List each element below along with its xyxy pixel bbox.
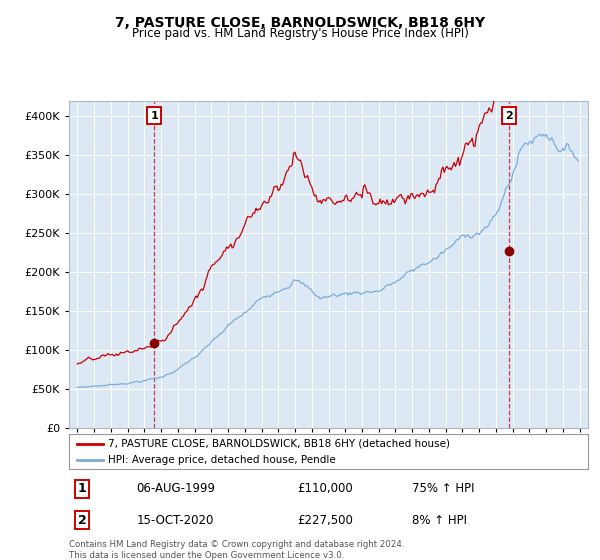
Text: 75% ↑ HPI: 75% ↑ HPI [412, 482, 474, 496]
Text: 2: 2 [77, 514, 86, 527]
Text: 7, PASTURE CLOSE, BARNOLDSWICK, BB18 6HY: 7, PASTURE CLOSE, BARNOLDSWICK, BB18 6HY [115, 16, 485, 30]
Text: £110,000: £110,000 [298, 482, 353, 496]
Text: 8% ↑ HPI: 8% ↑ HPI [412, 514, 467, 527]
Text: 2: 2 [505, 110, 513, 120]
Text: £227,500: £227,500 [298, 514, 353, 527]
Text: 15-OCT-2020: 15-OCT-2020 [136, 514, 214, 527]
Text: 06-AUG-1999: 06-AUG-1999 [136, 482, 215, 496]
Text: HPI: Average price, detached house, Pendle: HPI: Average price, detached house, Pend… [108, 455, 335, 465]
Text: 1: 1 [77, 482, 86, 496]
Text: Price paid vs. HM Land Registry's House Price Index (HPI): Price paid vs. HM Land Registry's House … [131, 27, 469, 40]
Text: 7, PASTURE CLOSE, BARNOLDSWICK, BB18 6HY (detached house): 7, PASTURE CLOSE, BARNOLDSWICK, BB18 6HY… [108, 438, 450, 449]
Text: 1: 1 [151, 110, 158, 120]
Text: Contains HM Land Registry data © Crown copyright and database right 2024.
This d: Contains HM Land Registry data © Crown c… [69, 540, 404, 560]
